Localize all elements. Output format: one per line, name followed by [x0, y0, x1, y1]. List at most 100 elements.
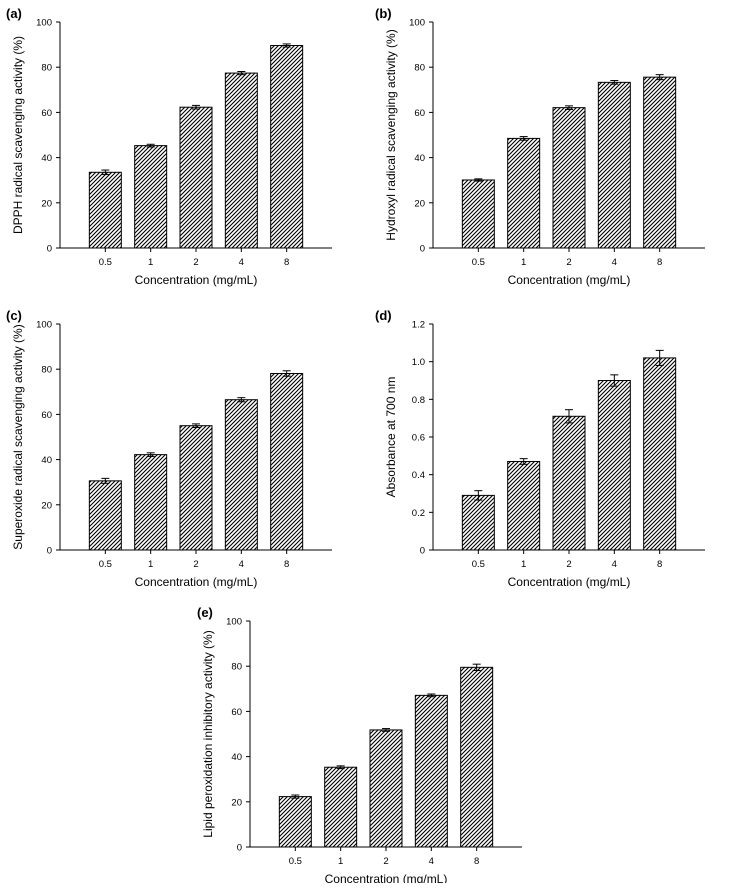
x-tick-label: 8 — [284, 257, 289, 268]
bar — [507, 460, 541, 551]
x-tick-label: 2 — [566, 559, 571, 570]
y-tick-label: 100 — [36, 320, 52, 331]
x-tick-label: 0.5 — [99, 559, 112, 570]
x-tick-label: 8 — [657, 559, 662, 570]
bar — [224, 399, 258, 551]
x-tick-label: 1 — [148, 257, 153, 268]
y-tick-label: 60 — [231, 707, 242, 718]
y-tick-label: 1.0 — [412, 357, 425, 368]
panel-label: (a) — [6, 6, 22, 21]
bar — [88, 480, 122, 551]
y-tick-label: 0.2 — [412, 508, 425, 519]
bar — [270, 372, 304, 551]
bar — [414, 694, 448, 848]
y-tick-label: 40 — [231, 752, 242, 763]
bar — [643, 357, 677, 551]
x-axis-label: Concentration (mg/mL) — [508, 575, 631, 589]
bar — [461, 494, 495, 551]
y-tick-label: 100 — [36, 18, 52, 29]
panel-label: (b) — [375, 6, 392, 21]
x-tick-label: 4 — [612, 559, 617, 570]
panel-label: (d) — [375, 308, 392, 323]
y-tick-label: 0.4 — [412, 470, 425, 481]
chart-panel-3: (c) 0 20 40 60 80 100 0.5 1 2 4 8 Concentration (mg/… — [6, 308, 332, 589]
y-axis-label: Hydroxyl radical scavenging activity (%) — [384, 29, 398, 240]
y-tick-label: 0 — [237, 843, 242, 854]
y-tick-label: 1.2 — [412, 320, 425, 331]
y-tick-label: 80 — [41, 365, 52, 376]
x-tick-label: 2 — [383, 856, 388, 867]
y-tick-label: 20 — [41, 500, 52, 511]
bar — [461, 179, 495, 249]
x-tick-label: 1 — [521, 257, 526, 268]
y-tick-label: 40 — [41, 455, 52, 466]
x-tick-label: 8 — [657, 257, 662, 268]
chart-panel-5: (e) 0 20 40 60 80 100 0.5 1 2 4 8 Concentration (mg/… — [197, 605, 522, 886]
y-axis-label: Lipid peroxidation inhibitory activity (… — [201, 630, 215, 837]
chart-panel-2: (b) 0 20 40 60 80 100 0.5 1 2 4 8 Concentration (mg/… — [375, 6, 705, 287]
x-tick-label: 4 — [429, 856, 434, 867]
y-axis-label: Absorbance at 700 nm — [384, 377, 398, 498]
y-tick-label: 0 — [47, 546, 52, 557]
y-tick-label: 60 — [41, 410, 52, 421]
panel-label: (c) — [6, 308, 22, 323]
bar — [179, 106, 213, 249]
x-tick-label: 0.5 — [289, 856, 302, 867]
bar — [179, 425, 213, 551]
y-tick-label: 80 — [414, 63, 425, 74]
y-tick-label: 0 — [420, 546, 425, 557]
x-axis-label: Concentration (mg/mL) — [508, 273, 631, 287]
x-tick-label: 4 — [239, 559, 244, 570]
bar — [507, 137, 541, 249]
bar — [224, 72, 258, 249]
bar — [597, 81, 631, 249]
bar — [270, 45, 304, 249]
x-tick-label: 4 — [612, 257, 617, 268]
y-tick-label: 60 — [414, 108, 425, 119]
x-tick-label: 8 — [284, 559, 289, 570]
bar — [552, 415, 586, 551]
y-tick-label: 0.8 — [412, 395, 425, 406]
y-tick-label: 0.6 — [412, 433, 425, 444]
y-tick-label: 40 — [41, 153, 52, 164]
x-tick-label: 1 — [338, 856, 343, 867]
x-tick-label: 2 — [566, 257, 571, 268]
x-tick-label: 1 — [521, 559, 526, 570]
bar — [643, 76, 677, 249]
y-tick-label: 20 — [41, 198, 52, 209]
y-tick-label: 80 — [41, 63, 52, 74]
bar — [134, 454, 168, 551]
x-tick-label: 2 — [193, 559, 198, 570]
bar — [278, 796, 312, 848]
bar — [460, 666, 494, 848]
bar — [134, 145, 168, 249]
x-tick-label: 1 — [148, 559, 153, 570]
y-tick-label: 60 — [41, 108, 52, 119]
y-tick-label: 0 — [420, 244, 425, 255]
bar — [552, 107, 586, 249]
y-tick-label: 100 — [409, 18, 425, 29]
bar — [597, 380, 631, 551]
x-tick-label: 0.5 — [472, 559, 485, 570]
y-tick-label: 0 — [47, 244, 52, 255]
chart-panel-4: (d) 0 0.2 0.4 0.6 0.8 1.0 1.2 0.5 1 2 4 8 Concentrati… — [375, 308, 705, 589]
x-tick-label: 4 — [239, 257, 244, 268]
x-tick-label: 8 — [474, 856, 479, 867]
bar — [369, 729, 403, 848]
y-tick-label: 20 — [231, 797, 242, 808]
y-tick-label: 20 — [414, 198, 425, 209]
y-axis-label: Superoxide radical scavenging activity (… — [11, 324, 25, 549]
x-tick-label: 0.5 — [472, 257, 485, 268]
x-axis-label: Concentration (mg/mL) — [325, 872, 448, 883]
chart-panel-1: (a) 0 20 40 60 80 100 0.5 1 2 4 8 Concentration (mg/… — [6, 6, 332, 287]
y-tick-label: 40 — [414, 153, 425, 164]
y-axis-label: DPPH radical scavenging activity (%) — [11, 36, 25, 234]
x-tick-label: 2 — [193, 257, 198, 268]
x-axis-label: Concentration (mg/mL) — [135, 575, 258, 589]
x-axis-label: Concentration (mg/mL) — [135, 273, 258, 287]
panel-label: (e) — [197, 605, 213, 620]
bar — [324, 766, 358, 848]
y-tick-label: 80 — [231, 662, 242, 673]
